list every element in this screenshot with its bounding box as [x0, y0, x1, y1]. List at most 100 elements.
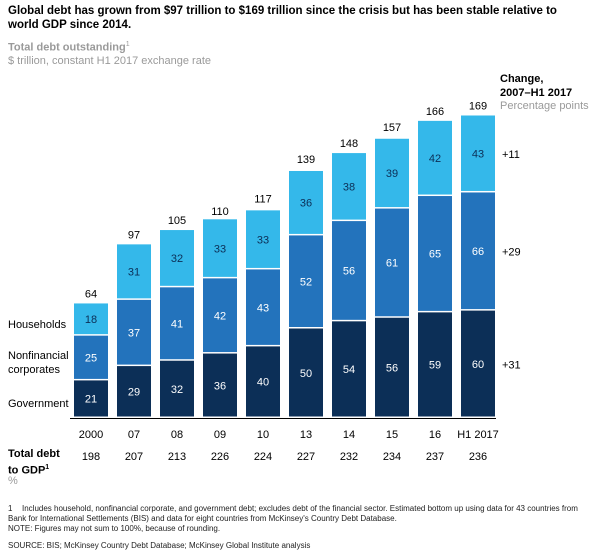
bar-value-label: 25 [85, 353, 97, 365]
debt-to-gdp-value: 224 [254, 451, 272, 463]
debt-to-gdp-label: Total debt to GDP1 [8, 448, 60, 477]
bar-value-label: 60 [472, 359, 484, 371]
bar-segment [418, 312, 452, 417]
bar-value-label: 59 [429, 360, 441, 372]
bar-total-label: 110 [211, 206, 229, 218]
bar-value-label: 42 [429, 153, 441, 165]
x-tick-label: 10 [257, 429, 269, 441]
bar-segment [461, 115, 495, 191]
bar-value-label: 50 [300, 368, 312, 380]
bar-total-label: 64 [85, 288, 97, 300]
x-tick-label: 15 [386, 429, 398, 441]
bar-value-label: 54 [343, 364, 355, 376]
bar-segment [246, 346, 280, 417]
debt-to-gdp-value: 236 [469, 451, 487, 463]
bar-value-label: 36 [300, 198, 312, 210]
bar-value-label: 36 [214, 380, 226, 392]
bar-total-label: 97 [128, 229, 140, 241]
note: NOTE: Figures may not sum to 100%, becau… [8, 524, 221, 533]
debt-to-gdp-unit: % [8, 475, 18, 487]
bar-value-label: 65 [429, 249, 441, 261]
bar-segment [246, 210, 280, 268]
bar-value-label: 32 [171, 384, 183, 396]
bar-segment [418, 196, 452, 311]
x-tick-label: 09 [214, 429, 226, 441]
x-tick-label: 13 [300, 429, 312, 441]
bar-segment [74, 335, 108, 379]
change-value-label: +11 [502, 149, 520, 161]
bar-value-label: 43 [472, 148, 484, 160]
bar-segment [117, 299, 151, 365]
bar-segment [289, 170, 323, 234]
x-tick-label: H1 2017 [457, 429, 499, 441]
x-tick-label: 16 [429, 429, 441, 441]
bar-segment [74, 380, 108, 417]
bar-segment [375, 317, 409, 417]
bar-value-label: 61 [386, 258, 398, 270]
bar-segment [160, 230, 194, 286]
bar-value-label: 52 [300, 276, 312, 288]
bar-value-label: 56 [343, 266, 355, 278]
row-label-government: Government [8, 398, 69, 410]
bar-value-label: 21 [85, 394, 97, 406]
bar-value-label: 18 [85, 314, 97, 326]
bar-value-label: 66 [472, 246, 484, 258]
bar-segment [461, 310, 495, 417]
bar-segment [203, 278, 237, 353]
row-label-nonfinancial: Nonfinancial corporates [8, 350, 69, 376]
x-tick-label: 07 [128, 429, 140, 441]
bar-segment [203, 219, 237, 277]
bar-segment [117, 244, 151, 299]
change-unit: Percentage points [500, 100, 589, 112]
row-label-households: Households [8, 319, 67, 331]
bar-segment [375, 138, 409, 208]
bar-segment [332, 221, 366, 320]
bar-segment [74, 303, 108, 335]
bar-value-label: 37 [128, 327, 140, 339]
bar-segment [418, 120, 452, 195]
debt-to-gdp-value: 227 [297, 451, 315, 463]
debt-to-gdp-value: 234 [383, 451, 401, 463]
bar-total-label: 117 [254, 194, 272, 206]
bar-value-label: 42 [214, 310, 226, 322]
bar-value-label: 29 [128, 387, 140, 399]
x-tick-label: 14 [343, 429, 355, 441]
chart-subtitle: Total debt outstanding1 [8, 41, 130, 54]
bar-total-label: 148 [340, 138, 358, 150]
bar-total-label: 105 [168, 215, 186, 227]
bar-total-label: 166 [426, 106, 444, 118]
bar-value-label: 33 [257, 234, 269, 246]
bar-segment [289, 235, 323, 327]
bar-segment [332, 153, 366, 220]
bar-value-label: 31 [128, 267, 140, 279]
source: SOURCE: BIS; McKinsey Country Debt Datab… [8, 541, 311, 550]
bar-segment [461, 192, 495, 310]
bar-total-label: 169 [469, 100, 487, 112]
bar-segment [246, 269, 280, 345]
bar-value-label: 41 [171, 319, 183, 331]
x-tick-label: 08 [171, 429, 183, 441]
debt-to-gdp-value: 207 [125, 451, 143, 463]
change-header: Change, 2007–H1 2017 [500, 73, 573, 99]
bar-segment [332, 321, 366, 417]
bar-total-label: 139 [297, 154, 315, 166]
change-value-label: +31 [502, 359, 521, 371]
bar-value-label: 43 [257, 302, 269, 314]
debt-to-gdp-value: 237 [426, 451, 444, 463]
footnote: 1 Includes household, nonfinancial corpor… [8, 504, 578, 523]
bar-segment [160, 360, 194, 417]
bar-value-label: 40 [257, 377, 269, 389]
unit-label: $ trillion, constant H1 2017 exchange ra… [8, 55, 212, 67]
debt-to-gdp-value: 232 [340, 451, 358, 463]
debt-to-gdp-value: 198 [82, 451, 100, 463]
chart-title: Global debt has grown from $97 trillion … [8, 5, 557, 31]
bar-segment [117, 366, 151, 417]
bar-value-label: 33 [214, 243, 226, 255]
bar-segment [160, 287, 194, 360]
bar-value-label: 38 [343, 182, 355, 194]
bar-segment [375, 208, 409, 317]
change-value-label: +29 [502, 247, 521, 259]
bar-segment [289, 328, 323, 417]
bar-value-label: 32 [171, 253, 183, 265]
debt-to-gdp-value: 213 [168, 451, 186, 463]
